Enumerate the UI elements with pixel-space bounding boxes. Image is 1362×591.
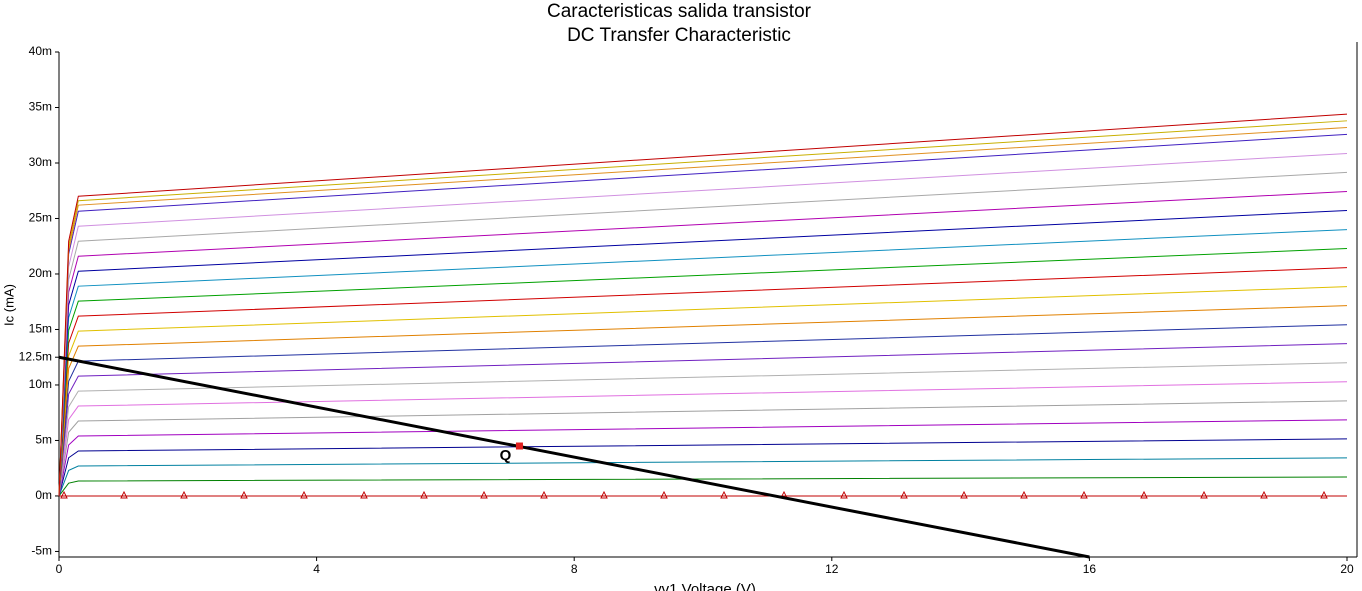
y-tick-label: 12.5m: [19, 349, 52, 363]
curve-marker: [60, 490, 68, 499]
curve: [58, 324, 1348, 496]
curve-marker: [540, 490, 548, 499]
y-tick-label: 30m: [29, 155, 52, 169]
curve: [58, 229, 1348, 496]
curve-marker: [900, 490, 908, 499]
curve: [58, 305, 1348, 496]
curve: [58, 343, 1348, 497]
y-tick-label: 10m: [29, 377, 52, 391]
q-point: [515, 442, 523, 450]
curve: [58, 476, 1348, 497]
x-tick-label: 4: [313, 562, 320, 576]
curve-marker: [600, 490, 608, 499]
curve: [58, 209, 1348, 496]
x-tick-label: 8: [571, 562, 578, 576]
curve-marker: [120, 490, 128, 499]
curve-marker: [180, 490, 188, 499]
curve-marker: [840, 490, 848, 499]
curve: [58, 400, 1348, 497]
curve: [58, 120, 1348, 496]
y-tick-label: 5m: [35, 433, 52, 447]
chart-title: Caracteristicas salida transistor: [547, 1, 812, 22]
curve-marker: [240, 490, 248, 499]
curve-marker: [360, 490, 368, 499]
q-label: Q: [500, 447, 512, 464]
y-tick-label: 0m: [35, 488, 52, 502]
curve: [58, 113, 1348, 496]
curve: [58, 438, 1348, 497]
y-tick-label: 35m: [29, 100, 52, 114]
curve-marker: [1080, 490, 1088, 499]
curve-marker: [1140, 490, 1148, 499]
curve: [58, 381, 1348, 497]
x-axis-label: vv1 Voltage (V): [654, 581, 756, 591]
curve-marker: [1200, 490, 1208, 499]
curve-marker: [300, 490, 308, 499]
curve: [58, 171, 1348, 496]
curve-marker: [1020, 490, 1028, 499]
curve-marker: [420, 490, 428, 499]
curve-marker: [960, 490, 968, 499]
curve-marker: [1320, 490, 1328, 499]
curve: [58, 362, 1348, 497]
y-tick-label: 20m: [29, 266, 52, 280]
curve: [58, 419, 1348, 497]
y-tick-label: 25m: [29, 211, 52, 225]
y-tick-label: 40m: [29, 44, 52, 58]
x-tick-label: 20: [1340, 562, 1354, 576]
curve-marker: [480, 490, 488, 499]
x-tick-label: 0: [56, 562, 63, 576]
y-axis-label: Ic (mA): [1, 284, 16, 326]
curve-marker: [720, 490, 728, 499]
x-tick-label: 16: [1083, 562, 1097, 576]
y-tick-label: -5m: [31, 544, 52, 558]
curve: [58, 191, 1348, 496]
curve-marker: [1260, 490, 1268, 499]
curve: [58, 133, 1348, 496]
load-line: [58, 355, 1090, 559]
curve-marker: [660, 490, 668, 499]
curve: [58, 457, 1348, 497]
x-tick-label: 12: [825, 562, 839, 576]
chart-subtitle: DC Transfer Characteristic: [567, 25, 791, 46]
y-tick-label: 15m: [29, 322, 52, 336]
